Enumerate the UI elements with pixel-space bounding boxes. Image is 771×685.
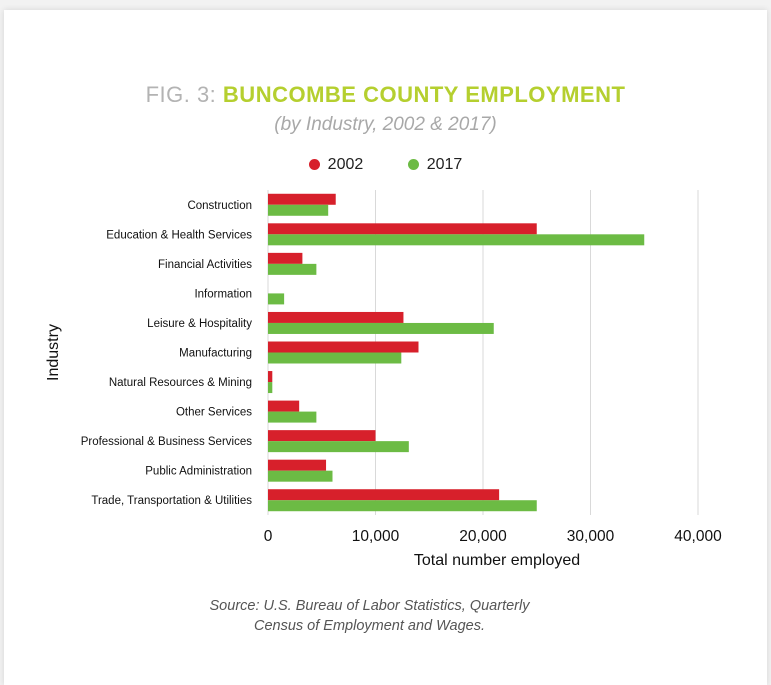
chart-legend: 2002 2017 xyxy=(0,156,771,174)
title-main: BUNCOMBE COUNTY EMPLOYMENT xyxy=(222,82,626,107)
bar-2002 xyxy=(268,459,327,471)
legend-label-2002: 2002 xyxy=(327,156,364,173)
category-label: Information xyxy=(194,288,252,300)
chart-subtitle: (by Industry, 2002 & 2017) xyxy=(274,114,497,135)
legend-label-2017: 2017 xyxy=(426,156,463,173)
x-tick-label: 20,000 xyxy=(459,528,507,545)
bar-2017 xyxy=(268,293,285,305)
category-label: Other Services xyxy=(176,407,252,419)
bar-2017 xyxy=(268,382,273,394)
source-line-2: Census of Employment and Wages. xyxy=(253,618,486,634)
category-label: Natural Resources & Mining xyxy=(109,377,252,389)
category-label: Construction xyxy=(187,200,252,212)
bar-2017 xyxy=(268,322,494,334)
bar-2017 xyxy=(268,263,317,275)
category-label: Manufacturing xyxy=(179,348,252,360)
bar-2017 xyxy=(268,352,402,364)
x-tick-label: 40,000 xyxy=(674,528,722,545)
x-tick-label: 10,000 xyxy=(352,528,400,545)
bar-2017 xyxy=(268,500,537,512)
bar-2002 xyxy=(268,400,300,412)
category-label: Financial Activities xyxy=(158,259,252,271)
chart-title: FIG. 3: BUNCOMBE COUNTY EMPLOYMENT xyxy=(0,82,771,108)
category-label: Public Administration xyxy=(145,466,252,478)
y-axis-title: Industry xyxy=(45,324,62,381)
bar-2002 xyxy=(268,489,500,501)
legend-item-2002: 2002 xyxy=(308,156,364,174)
x-tick-label: 0 xyxy=(264,528,273,545)
bar-2002 xyxy=(268,193,336,205)
source-note: Source: U.S. Bureau of Labor Statistics,… xyxy=(0,596,739,636)
bar-2002 xyxy=(268,223,537,235)
legend-swatch-2002 xyxy=(308,159,320,171)
source-line-1: Source: U.S. Bureau of Labor Statistics,… xyxy=(209,598,530,614)
bar-2017 xyxy=(268,234,645,246)
category-label: Leisure & Hospitality xyxy=(147,318,252,330)
category-label: Education & Health Services xyxy=(106,229,252,241)
bar-2002 xyxy=(268,311,404,323)
title-prefix: FIG. 3: xyxy=(145,82,223,107)
bar-2002 xyxy=(268,371,273,383)
bar-2002 xyxy=(268,430,376,442)
x-axis-title: Total number employed xyxy=(414,552,580,569)
bar-2017 xyxy=(268,441,409,453)
bar-2017 xyxy=(268,470,333,482)
legend-swatch-2017 xyxy=(407,159,419,171)
bar-2002 xyxy=(268,252,303,264)
category-label: Trade, Transportation & Utilities xyxy=(91,495,252,507)
bar-2002 xyxy=(268,341,419,353)
bar-2017 xyxy=(268,204,329,216)
bar-2017 xyxy=(268,411,317,423)
legend-item-2017: 2017 xyxy=(407,156,463,174)
category-label: Professional & Business Services xyxy=(81,436,253,448)
x-tick-label: 30,000 xyxy=(567,528,615,545)
